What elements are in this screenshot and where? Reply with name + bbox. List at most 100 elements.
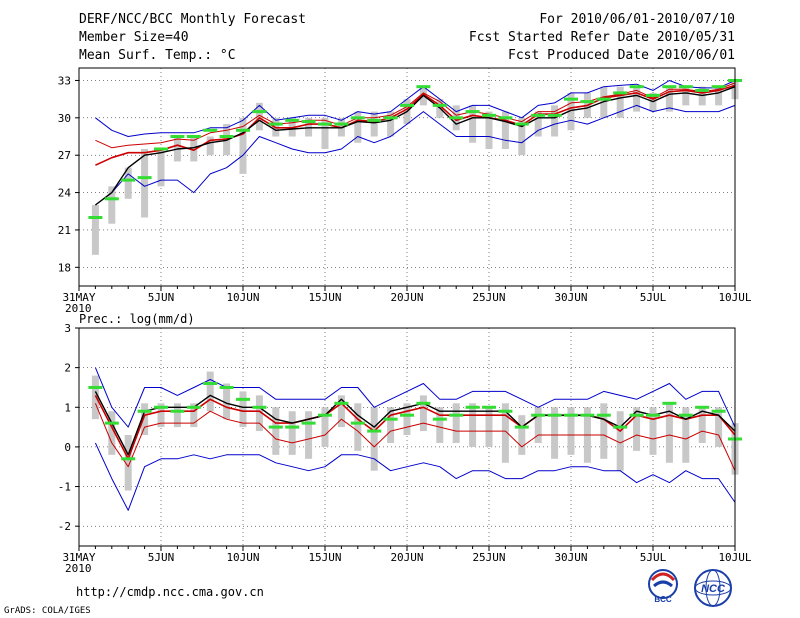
envelope-line-b [94,442,736,511]
ensemble-box [108,186,116,224]
ensemble-box [518,117,526,156]
ensemble-box [436,407,444,443]
observed-marker [383,116,398,120]
observed-marker [268,122,283,126]
observed-marker [301,120,316,124]
forecast-period-label: For 2010/06/01-2010/07/10 [539,12,735,27]
observed-marker [547,413,562,417]
observed-marker [334,401,349,405]
precip-panel-title: Prec.: log(mm/d) [79,312,195,326]
median-line [94,395,736,460]
observed-marker [203,128,218,132]
ensemble-box [206,136,214,156]
observed-marker [170,135,185,139]
observed-marker [564,97,578,101]
envelope-line-b [95,80,736,137]
x-tick-label: 10JUL [718,551,751,564]
observed-marker [514,425,529,429]
source-url[interactable]: http://cmdp.ncc.cma.gov.cn [76,585,264,599]
ensemble-box [206,371,214,412]
ensemble-box [190,136,198,162]
ensemble-box [370,111,378,137]
ensemble-box [255,395,263,432]
x-tick-sublabel: 2010 [65,302,92,315]
ensemble-box [91,375,99,420]
ensemble-box [239,117,247,174]
observed-marker [629,413,644,417]
observed-marker [580,413,595,417]
observed-marker [580,100,595,104]
observed-marker [646,413,660,417]
ensemble-box [305,411,313,459]
observed-marker [596,97,611,101]
observed-marker [400,103,414,107]
observed-marker [498,116,513,120]
ensemble-box [255,102,263,131]
observed-marker [104,421,119,425]
observed-marker [367,118,382,122]
envelope-line-a [95,104,736,206]
y-tick-label: 2 [64,362,71,375]
ensemble-box [567,92,575,131]
x-tick-label: 15JUN [308,291,341,304]
x-tick-label: 5JUN [148,551,175,564]
ensemble-box [141,148,149,218]
observed-marker [186,405,201,409]
observed-marker [137,176,152,180]
observed-marker [383,417,398,421]
observed-marker [662,401,677,405]
observed-marker [482,405,496,409]
ensemble-box [469,105,477,143]
mean-line [94,86,736,206]
ensemble-box [665,86,673,112]
observed-marker [596,413,611,417]
observed-marker [416,85,431,89]
observed-marker [498,409,513,413]
x-tick-label: 10JUL [718,291,751,304]
mean-line [94,391,736,456]
observed-marker [236,397,250,401]
observed-marker [547,113,562,117]
observed-marker [301,421,316,425]
ensemble-box [485,111,493,149]
ensemble-box [354,403,362,451]
x-tick-label: 15JUN [308,551,341,564]
observed-marker [432,417,447,421]
ensemble-box [108,411,116,455]
ensemble-box [354,111,362,143]
ensemble-box [551,407,559,459]
ensemble-box [321,117,329,149]
ensemble-box [469,403,477,447]
observed-marker [695,405,710,409]
x-tick-sublabel: 2010 [65,562,92,575]
bcc-logo: BCC [648,569,678,604]
ensemble-box [715,86,723,106]
observed-marker [318,413,332,417]
x-tick-label: 25JUN [472,291,505,304]
y-tick-label: 21 [58,224,71,237]
ensemble-box [518,415,526,455]
observed-marker [121,178,136,182]
observed-marker [646,93,660,97]
ensemble-box [387,407,395,443]
ncc-logo: NCC [694,569,732,607]
y-tick-label: 33 [58,74,71,87]
observed-marker [186,135,201,139]
observed-marker [711,85,726,89]
ensemble-box [173,403,181,428]
ensemble-box [682,86,690,106]
ensemble-box [239,391,247,428]
ensemble-box [567,407,575,455]
grads-credit: GrADS: COLA/IGES [4,606,91,616]
ensemble-box [534,407,542,443]
ensemble-box [616,86,624,118]
ensemble-box [272,407,280,455]
ensemble-box [633,86,641,112]
ensemble-box [501,403,509,463]
y-tick-label: -1 [58,481,71,494]
observed-marker [170,409,185,413]
ensemble-box [403,403,411,436]
x-tick-label: 5JUL [640,291,667,304]
observed-marker [465,405,480,409]
observed-marker [219,135,234,139]
